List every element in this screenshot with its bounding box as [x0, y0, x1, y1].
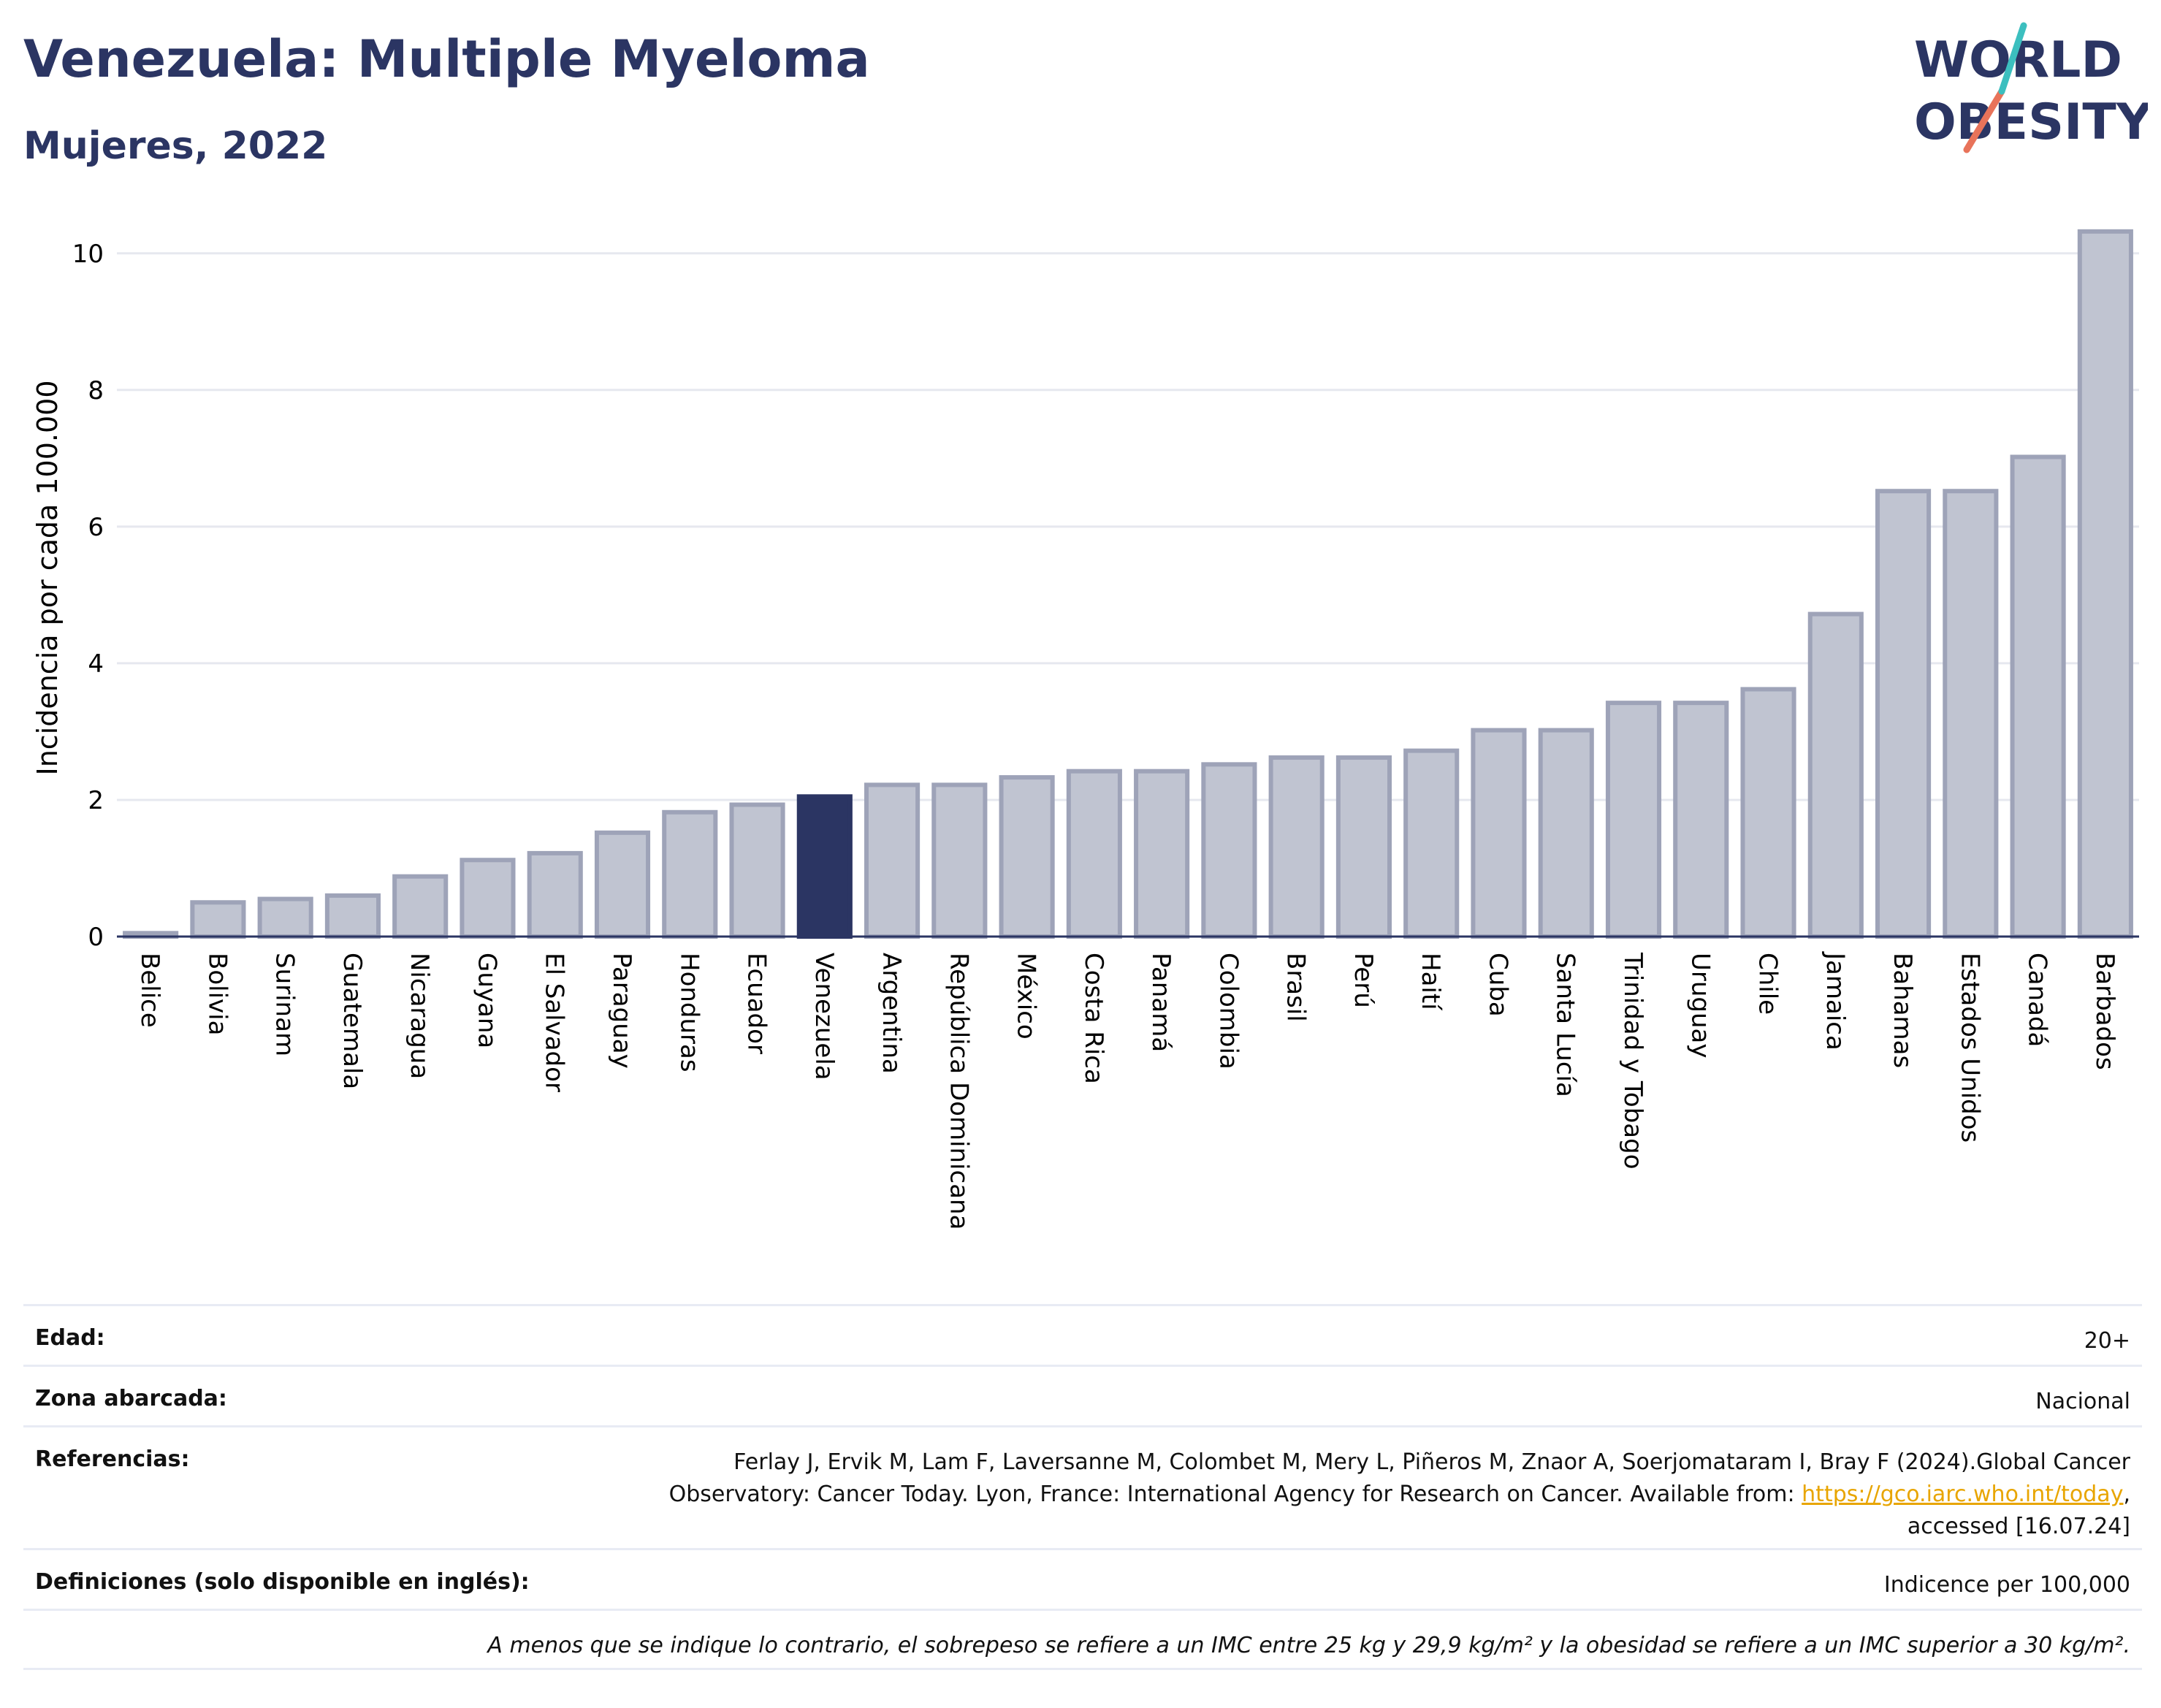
x-tick-label: Belice: [135, 953, 164, 1028]
bar-república-dominicana: [931, 782, 988, 939]
bar-colombia: [1201, 762, 1257, 939]
x-tick-label: República Dominicana: [944, 953, 973, 1229]
reference-link[interactable]: https://gco.iarc.who.int/today: [1802, 1482, 2124, 1507]
y-tick-label: 6: [88, 513, 104, 542]
y-tick-label: 10: [72, 240, 104, 269]
page-subtitle: Mujeres, 2022: [23, 124, 328, 168]
referencias-label: Referencias:: [35, 1446, 190, 1472]
zona-label: Zona abarcada:: [35, 1386, 227, 1411]
x-tick-label: Uruguay: [1685, 953, 1715, 1059]
x-tick-label: Costa Rica: [1079, 953, 1108, 1084]
x-tick-label: El Salvador: [540, 953, 569, 1092]
edad-label: Edad:: [35, 1325, 105, 1351]
bar-surinam: [257, 896, 313, 939]
y-tick-label: 4: [88, 649, 104, 679]
x-tick-label: México: [1012, 953, 1041, 1040]
edad-value: 20+: [2084, 1328, 2130, 1354]
ref-line2-post: ,: [2123, 1482, 2130, 1507]
bar-chile: [1740, 687, 1796, 939]
x-tick-label: Trinidad y Tobago: [1618, 952, 1647, 1170]
bar-haití: [1403, 748, 1460, 939]
bar-guatemala: [324, 893, 381, 939]
x-tick-label: Brasil: [1281, 953, 1311, 1022]
x-tick-label: Honduras: [674, 953, 704, 1072]
bar-chart: 0 2 4 6 8 10 Belice Bolivia Surinam Guatemala Nic…: [31, 229, 2139, 1229]
x-tick-label: Ecuador: [742, 953, 771, 1054]
x-tick-label: Colombia: [1213, 953, 1243, 1070]
x-tick-label: Estados Unidos: [1955, 953, 1984, 1143]
y-tick-label: 8: [88, 376, 104, 405]
y-axis-ticks: 0 2 4 6 8 10: [72, 240, 104, 952]
bar-costa-rica: [1066, 769, 1122, 939]
bar-uruguay: [1673, 701, 1729, 939]
meta-row-note: A menos que se indique lo contrario, el …: [23, 1609, 2142, 1670]
x-tick-label: Paraguay: [607, 953, 636, 1069]
x-tick-label: Jamaica: [1821, 951, 1850, 1051]
x-tick-label: Bolivia: [202, 953, 232, 1035]
obesity-note: A menos que se indique lo contrario, el …: [487, 1633, 2130, 1658]
bar-méxico: [999, 775, 1055, 939]
page-title: Venezuela: Multiple Myeloma: [23, 29, 870, 89]
bar-barbados: [2077, 229, 2133, 939]
x-tick-label: Argentina: [877, 953, 906, 1074]
y-tick-label: 2: [88, 786, 104, 815]
definiciones-label: Definiciones (solo disponible en inglés)…: [35, 1569, 530, 1595]
bar-paraguay: [594, 830, 651, 939]
x-axis-labels: Belice Bolivia Surinam Guatemala Nicaragua Gu…: [135, 951, 2119, 1229]
x-tick-label: Panamá: [1146, 953, 1175, 1052]
bar-argentina: [864, 782, 921, 939]
meta-row-zona: Zona abarcada: Nacional: [23, 1365, 2142, 1425]
x-tick-label: Venezuela: [809, 953, 839, 1080]
bar-bolivia: [190, 900, 246, 939]
bar-cuba: [1471, 728, 1527, 939]
x-tick-label: Guyana: [472, 953, 501, 1048]
meta-row-referencias: Referencias: Ferlay J, Ervik M, Lam F, L…: [23, 1425, 2142, 1548]
x-tick-label: Chile: [1753, 953, 1783, 1015]
metadata-table: Edad: 20+ Zona abarcada: Nacional Refere…: [23, 1304, 2142, 1670]
bar-bahamas: [1875, 489, 1932, 939]
x-tick-label: Barbados: [2090, 953, 2119, 1070]
zona-value: Nacional: [2035, 1389, 2130, 1414]
bar-santa-lucía: [1538, 728, 1594, 939]
referencias-value: Ferlay J, Ervik M, Lam F, Laversanne M, …: [669, 1446, 2130, 1543]
bar-perú: [1335, 755, 1392, 939]
bar-venezuela: [796, 794, 853, 939]
x-tick-label: Santa Lucía: [1551, 953, 1580, 1097]
x-tick-label: Canadá: [2023, 953, 2052, 1047]
definiciones-value: Indicence per 100,000: [1883, 1572, 2130, 1598]
gridlines: [117, 252, 2139, 801]
ref-line3: accessed [16.07.24]: [1907, 1514, 2130, 1539]
x-tick-label: Bahamas: [1888, 953, 1917, 1068]
bar-panamá: [1134, 769, 1190, 939]
bar-ecuador: [729, 802, 785, 939]
bar-guyana: [460, 858, 516, 939]
y-tick-label: 0: [88, 923, 104, 952]
x-tick-label: Guatemala: [338, 953, 367, 1089]
bar-jamaica: [1807, 611, 1864, 939]
bar-trinidad-y-tobago: [1605, 701, 1662, 939]
bar-honduras: [662, 809, 718, 939]
bar-estados-unidos: [1943, 489, 1999, 939]
x-tick-label: Haití: [1416, 953, 1445, 1011]
bar-brasil: [1268, 755, 1325, 939]
x-tick-label: Nicaragua: [405, 953, 434, 1079]
bars: [123, 229, 2133, 939]
x-tick-label: Cuba: [1483, 953, 1512, 1017]
bar-nicaragua: [392, 874, 449, 939]
x-tick-label: Perú: [1349, 953, 1378, 1008]
world-obesity-logo: WORLD OBESITY: [1914, 22, 2148, 153]
meta-row-edad: Edad: 20+: [23, 1304, 2142, 1365]
meta-row-definiciones: Definiciones (solo disponible en inglés)…: [23, 1548, 2142, 1609]
svg-text:OBESITY: OBESITY: [1914, 94, 2148, 151]
bar-el-salvador: [527, 850, 583, 939]
bar-canadá: [2010, 454, 2066, 939]
x-tick-label: Surinam: [270, 953, 300, 1056]
y-axis-label: Incidencia por cada 100.000: [31, 380, 64, 775]
ref-line1: Ferlay J, Ervik M, Lam F, Laversanne M, …: [733, 1449, 2130, 1475]
ref-line2: Observatory: Cancer Today. Lyon, France:…: [668, 1482, 1802, 1507]
